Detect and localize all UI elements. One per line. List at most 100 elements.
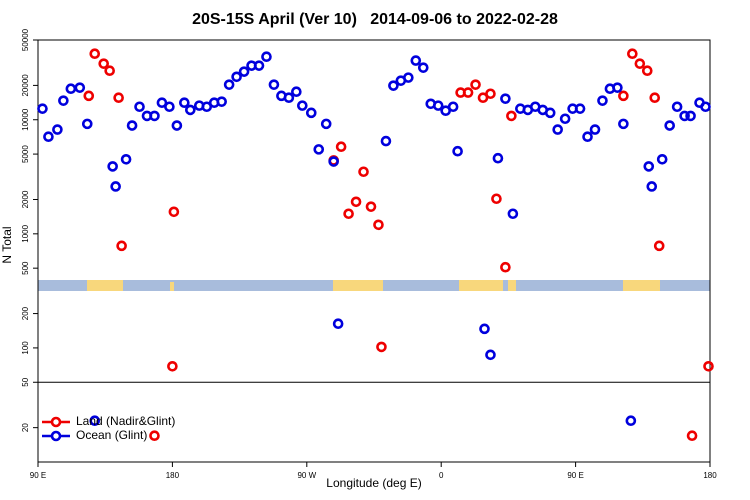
point — [462, 87, 474, 98]
x-tick-label: 180 — [166, 471, 180, 480]
x-tick-label: 90 W — [297, 471, 316, 480]
point — [167, 360, 178, 372]
point — [656, 154, 668, 165]
point — [149, 430, 160, 442]
plot-frame — [37, 39, 711, 463]
point — [116, 240, 127, 252]
point — [168, 206, 180, 218]
x-tick-label: 90 E — [567, 471, 583, 480]
point — [574, 103, 586, 114]
point — [612, 82, 623, 93]
point — [365, 201, 377, 212]
y-tick-label: 2000 — [21, 190, 30, 208]
chart-title: 20S-15S April (Ver 10) 2014-09-06 to 202… — [192, 11, 558, 28]
point — [43, 131, 54, 143]
legend-marker — [50, 416, 62, 428]
point — [373, 219, 384, 231]
point — [634, 58, 646, 69]
point — [618, 118, 629, 130]
point — [104, 65, 115, 77]
point — [410, 55, 422, 66]
point — [403, 72, 414, 83]
point — [305, 107, 317, 119]
point — [506, 110, 517, 122]
legend-label: Ocean (Glint) — [76, 428, 147, 442]
point — [332, 318, 344, 330]
y-tick-label: 10000 — [21, 108, 30, 131]
y-tick-label: 100 — [21, 341, 30, 355]
point — [238, 66, 250, 77]
land-ocean-strip — [38, 280, 710, 291]
point — [380, 135, 392, 147]
point — [134, 101, 145, 113]
point — [649, 92, 661, 104]
y-tick-label: 1000 — [21, 224, 30, 242]
point — [358, 166, 369, 178]
point — [120, 154, 132, 165]
point — [320, 118, 332, 130]
point — [107, 161, 118, 172]
point — [179, 97, 190, 109]
point — [641, 65, 653, 77]
point — [500, 261, 511, 273]
point — [627, 48, 638, 60]
point — [491, 193, 502, 205]
point — [343, 208, 354, 220]
point — [507, 208, 519, 220]
point — [485, 349, 496, 361]
point — [149, 110, 160, 122]
point — [500, 93, 511, 104]
x-tick-label: 180 — [703, 471, 717, 480]
point — [679, 110, 690, 122]
point — [65, 83, 77, 95]
point — [432, 100, 444, 111]
point — [83, 90, 95, 102]
point — [156, 97, 168, 109]
point — [376, 341, 387, 353]
point — [452, 145, 463, 157]
point — [297, 100, 308, 111]
point — [126, 120, 138, 131]
point — [313, 144, 325, 155]
point — [328, 156, 339, 167]
point — [646, 181, 658, 192]
point — [37, 103, 48, 114]
y-tick-label: 200 — [21, 306, 30, 320]
point — [98, 58, 110, 69]
point — [625, 415, 637, 427]
point — [685, 110, 696, 122]
y-tick-label: 500 — [21, 261, 30, 275]
x-axis-label: Longitude (deg E) — [326, 476, 421, 490]
legend-marker — [50, 430, 62, 442]
y-tick-label: 50000 — [21, 28, 30, 51]
point — [335, 141, 347, 153]
point — [231, 71, 242, 83]
point — [171, 120, 183, 131]
point — [470, 79, 481, 90]
point — [686, 430, 698, 442]
point — [552, 124, 563, 135]
point — [113, 92, 124, 104]
point — [268, 79, 280, 90]
point — [201, 101, 213, 113]
point — [89, 48, 101, 60]
point — [447, 101, 459, 113]
point — [417, 62, 429, 73]
point — [388, 80, 399, 91]
point — [559, 113, 571, 125]
point — [653, 240, 665, 252]
point — [618, 90, 629, 102]
point — [261, 51, 272, 62]
point — [479, 323, 490, 335]
x-tick-label: 0 — [439, 471, 444, 480]
point — [589, 124, 601, 135]
point — [58, 95, 69, 106]
x-tick-label: 90 E — [30, 471, 46, 480]
point — [164, 101, 175, 113]
point — [110, 181, 121, 192]
point — [52, 124, 63, 135]
point — [223, 79, 235, 90]
point — [492, 152, 504, 164]
